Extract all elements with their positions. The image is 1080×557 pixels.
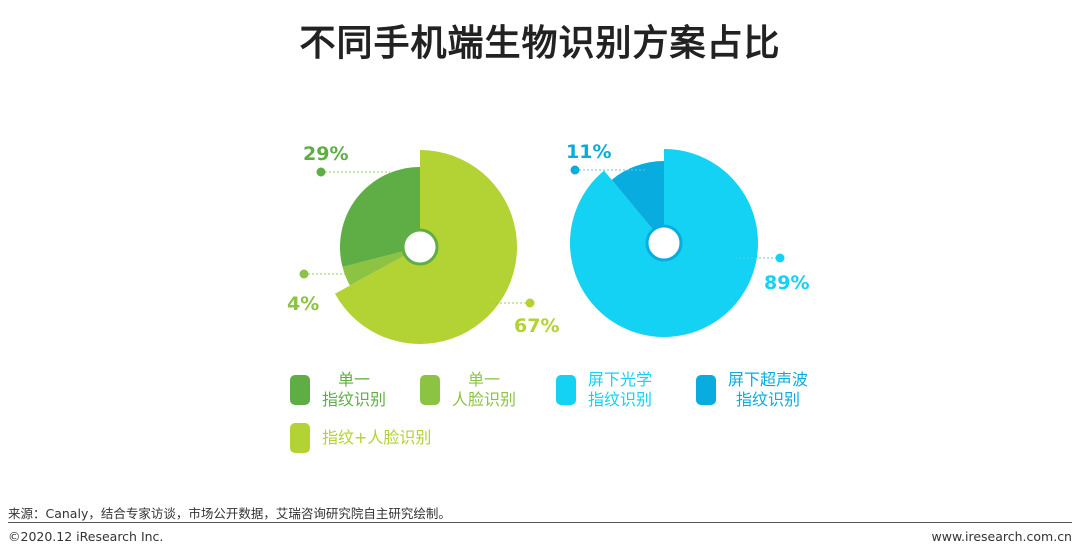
leader-dot bbox=[316, 167, 326, 177]
source-note: 来源：Canaly，结合专家访谈，市场公开数据，艾瑞咨询研究院自主研究绘制。 bbox=[8, 506, 451, 521]
leader-lines bbox=[299, 165, 785, 308]
pie-slice-ultrasonic bbox=[611, 161, 664, 243]
legend-label: 屏下超声波 指纹识别 bbox=[728, 370, 809, 409]
legend-swatch bbox=[420, 375, 440, 405]
legend-swatch bbox=[696, 375, 716, 405]
pie-slice-face bbox=[342, 247, 420, 286]
leader-dot bbox=[525, 298, 535, 308]
pie-center-hole bbox=[401, 228, 439, 266]
legend-item-ultrasonic: 屏下超声波 指纹识别 bbox=[696, 370, 808, 410]
value-label-fingerprint: 29% bbox=[303, 143, 348, 165]
leader-dot bbox=[299, 269, 309, 279]
legend-swatch bbox=[290, 375, 310, 405]
value-label-optical: 89% bbox=[764, 272, 809, 294]
legend-item-combo: 指纹+人脸识别 bbox=[290, 423, 431, 453]
legend-label: 屏下光学 指纹识别 bbox=[588, 370, 653, 409]
leader-dot bbox=[775, 253, 785, 263]
legend-label: 单一 指纹识别 bbox=[322, 370, 387, 409]
pie-left bbox=[335, 150, 518, 344]
legend-label: 指纹+人脸识别 bbox=[322, 428, 432, 447]
legend-item-optical: 屏下光学 指纹识别 bbox=[556, 370, 652, 410]
legend-swatch bbox=[290, 423, 310, 453]
footer-divider bbox=[8, 522, 1072, 523]
footer-copyright: ©2020.12 iResearch Inc. bbox=[8, 529, 164, 544]
footer-website: www.iresearch.com.cn bbox=[931, 529, 1073, 544]
legend-label: 单一 人脸识别 bbox=[452, 370, 517, 409]
leader-dot bbox=[570, 165, 580, 175]
value-label-combo: 67% bbox=[514, 315, 559, 337]
pie-center-hole bbox=[645, 224, 683, 262]
pie-right bbox=[569, 149, 758, 338]
legend-item-fingerprint: 单一 指纹识别 bbox=[290, 370, 386, 410]
value-label-ultrasonic: 11% bbox=[566, 141, 611, 163]
legend-item-face: 单一 人脸识别 bbox=[420, 370, 516, 410]
legend-swatch bbox=[556, 375, 576, 405]
value-labels: 29% 4% 67% 11% 89% bbox=[287, 141, 809, 337]
value-label-face: 4% bbox=[287, 293, 319, 315]
pie-slice-fingerprint bbox=[339, 166, 420, 267]
page-title: 不同手机端生物识别方案占比 bbox=[299, 23, 781, 64]
